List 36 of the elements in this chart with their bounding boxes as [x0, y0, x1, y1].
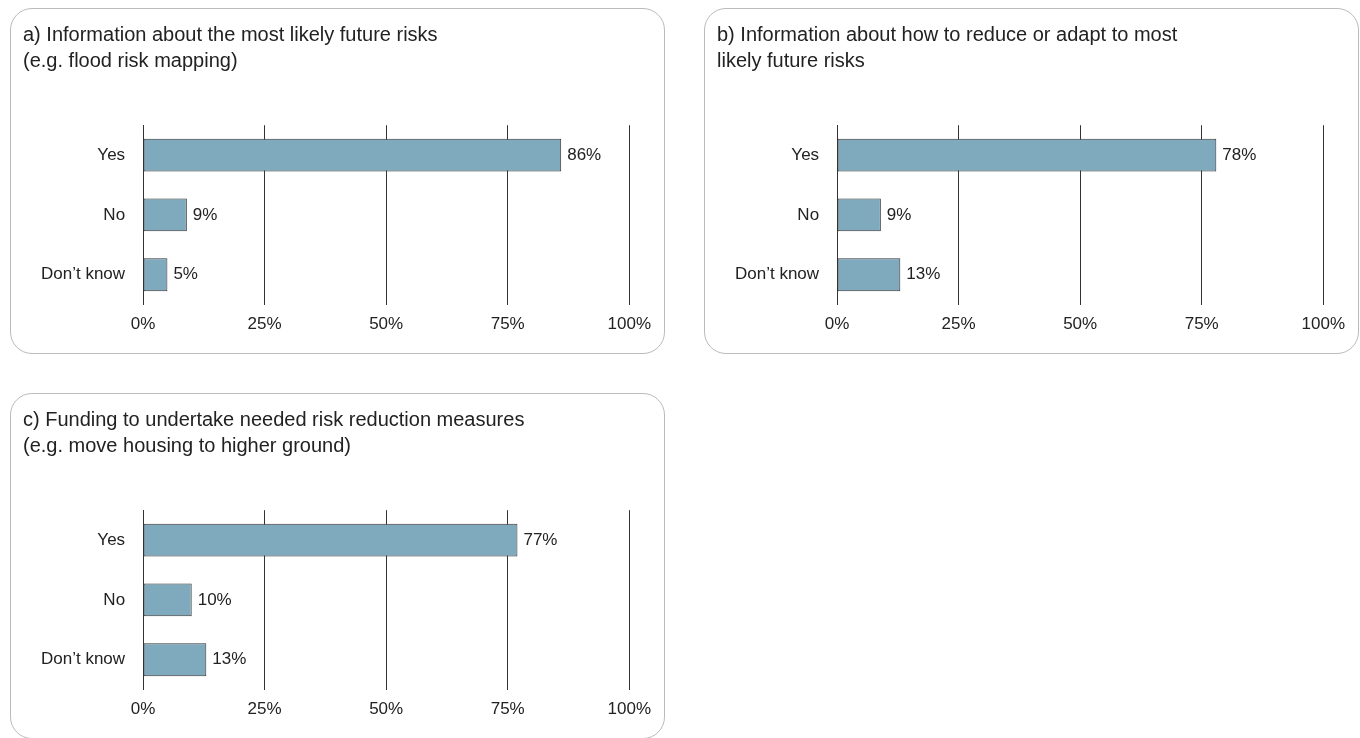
x-tick-label: 25% [941, 314, 976, 334]
y-tick-label: Yes [97, 144, 126, 164]
x-tick-label: 25% [247, 314, 282, 334]
y-tick-label: Yes [97, 529, 126, 549]
data-label: 77% [523, 529, 558, 549]
y-tick-label: No [103, 204, 126, 224]
chart-title: c) Funding to undertake needed risk reduction measures (e.g. move housing to higher ground) [23, 407, 525, 458]
x-tick-label: 0% [130, 699, 156, 719]
data-label: 9% [886, 204, 912, 224]
x-tick-label: 50% [369, 314, 404, 334]
y-tick-label: Yes [791, 144, 820, 164]
chart-title: b) Information about how to reduce or adapt to most likely future risks [717, 22, 1178, 73]
x-tick-label: 0% [824, 314, 850, 334]
data-label: 78% [1222, 144, 1257, 164]
x-tick-label: 50% [1063, 314, 1098, 334]
data-label: 13% [212, 649, 247, 669]
x-tick-label: 50% [369, 699, 404, 719]
y-tick-label: No [797, 204, 820, 224]
chart-title: a) Information about the most likely future risks (e.g. flood risk mapping) [23, 22, 438, 73]
y-tick-label: Don’t know [40, 264, 126, 284]
y-tick-label: No [103, 589, 126, 609]
y-tick-label: Don’t know [734, 264, 820, 284]
x-tick-label: 75% [1184, 314, 1219, 334]
x-tick-label: 75% [490, 314, 525, 334]
x-tick-label: 100% [1301, 314, 1345, 334]
data-label: 9% [192, 204, 218, 224]
data-label: 5% [173, 264, 198, 284]
x-tick-label: 25% [247, 699, 282, 719]
data-label: 86% [567, 144, 602, 164]
y-tick-label: Don’t know [40, 649, 126, 669]
x-tick-label: 100% [607, 314, 651, 334]
data-label: 10% [197, 589, 232, 609]
x-tick-label: 100% [607, 699, 651, 719]
x-tick-label: 0% [130, 314, 156, 334]
x-tick-label: 75% [490, 699, 525, 719]
data-label: 13% [906, 264, 941, 284]
